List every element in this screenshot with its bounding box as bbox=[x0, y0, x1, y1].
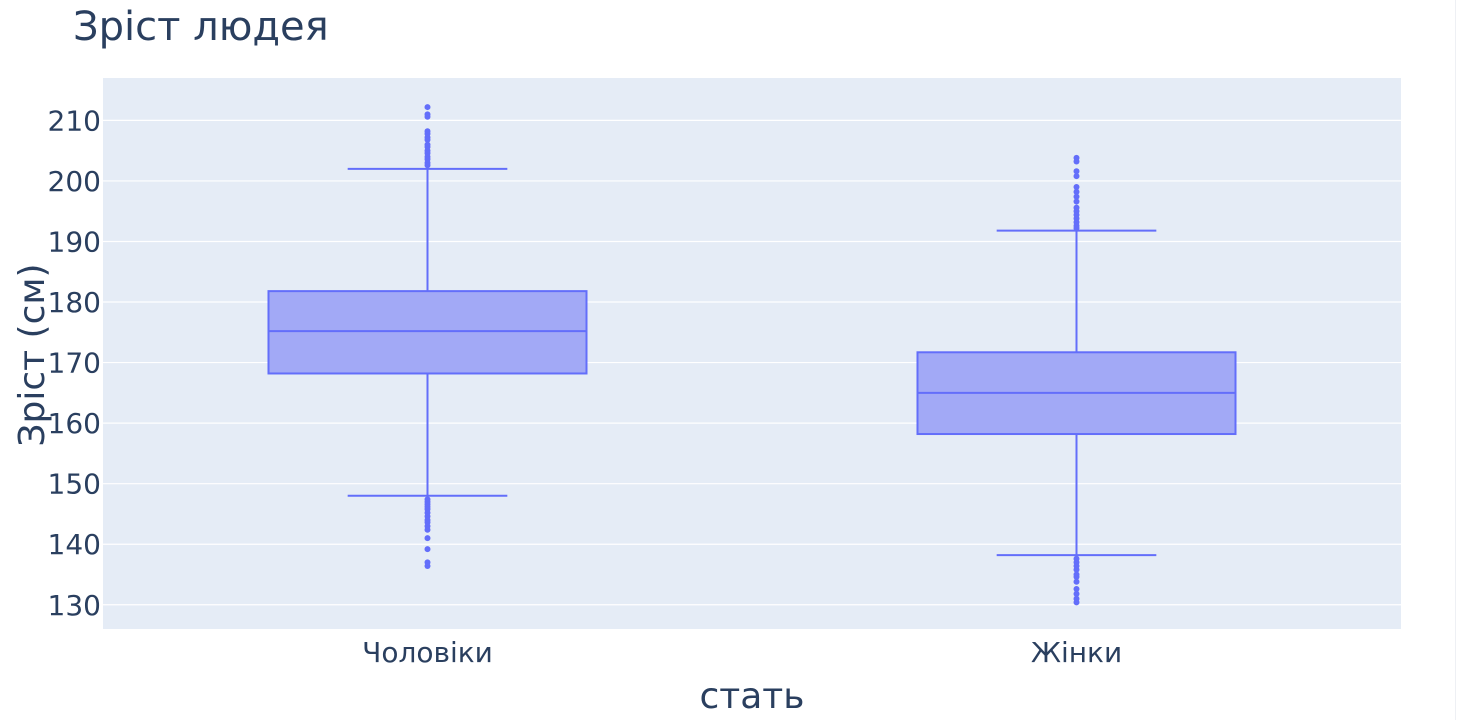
outlier-point bbox=[1073, 193, 1080, 200]
outlier-point bbox=[424, 136, 431, 143]
outlier-point bbox=[1073, 578, 1080, 585]
outlier-point bbox=[424, 113, 431, 120]
y-tick-label: 180 bbox=[48, 286, 101, 319]
outlier-point bbox=[424, 526, 431, 533]
outlier-point bbox=[424, 535, 431, 542]
window-edge-divider bbox=[1455, 0, 1456, 720]
x-axis-title: стать bbox=[699, 676, 804, 717]
outlier-point bbox=[1073, 198, 1080, 205]
outlier-point bbox=[424, 546, 431, 553]
outlier-point bbox=[1073, 188, 1080, 195]
chart-title: Зріст людея bbox=[73, 4, 329, 50]
outlier-point bbox=[1073, 590, 1080, 597]
box-series bbox=[267, 104, 1237, 606]
outlier-point bbox=[1073, 158, 1080, 165]
outlier-point bbox=[1073, 566, 1080, 573]
outlier-point bbox=[1073, 173, 1080, 180]
y-tick-label: 130 bbox=[48, 589, 101, 622]
outlier-point bbox=[1073, 168, 1080, 175]
outlier-point bbox=[1073, 225, 1080, 232]
x-tick-labels: Чоловіки Жінки bbox=[362, 636, 1122, 669]
y-tick-label: 200 bbox=[48, 165, 101, 198]
box-trace bbox=[916, 154, 1237, 606]
outlier-point bbox=[424, 563, 431, 570]
outlier-point bbox=[424, 162, 431, 169]
y-tick-label: 160 bbox=[48, 407, 101, 440]
outlier-point bbox=[424, 104, 431, 111]
outlier-point bbox=[1073, 183, 1080, 190]
iqr-box bbox=[267, 290, 588, 375]
y-tick-label: 140 bbox=[48, 528, 101, 561]
y-tick-label: 170 bbox=[48, 347, 101, 380]
box-trace bbox=[267, 104, 588, 570]
outlier-point bbox=[1073, 573, 1080, 580]
y-tick-label: 150 bbox=[48, 468, 101, 501]
y-tick-labels: 130 140 150 160 170 180 190 200 210 bbox=[48, 104, 101, 621]
y-tick-label: 210 bbox=[48, 104, 101, 137]
x-tick-label: Жінки bbox=[1031, 636, 1122, 669]
outlier-point bbox=[1073, 586, 1080, 593]
y-tick-label: 190 bbox=[48, 225, 101, 258]
y-axis-title: Зріст (см) bbox=[12, 263, 53, 446]
x-tick-label: Чоловіки bbox=[362, 636, 493, 669]
outlier-point bbox=[1073, 599, 1080, 606]
